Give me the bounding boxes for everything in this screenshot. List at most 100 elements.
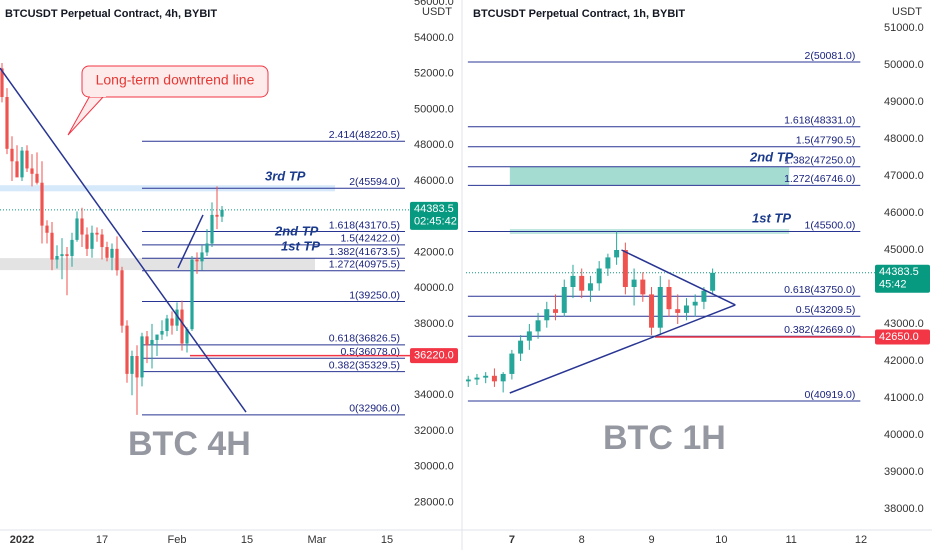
currency-label: USDT <box>892 6 922 18</box>
candle-body <box>65 254 69 256</box>
candle-body <box>70 239 74 256</box>
candle-body <box>657 286 663 328</box>
x-tick-label: 15 <box>241 534 253 546</box>
candle-body <box>649 294 655 328</box>
x-tick-label: 12 <box>855 534 867 546</box>
candle-body <box>75 218 79 240</box>
zone <box>0 258 315 271</box>
candle-body <box>0 68 4 97</box>
candle-body <box>165 318 169 332</box>
candle-body <box>130 356 134 374</box>
y-tick-label: 38000.0 <box>884 503 924 515</box>
candle-body <box>220 209 224 217</box>
x-tick-label: 7 <box>509 534 515 546</box>
candle-body <box>483 375 489 378</box>
y-tick-label: 43000.0 <box>884 318 924 330</box>
fib-level-label: 2.414(48220.5) <box>329 129 400 141</box>
price-label-countdown: 45:42 <box>879 279 907 291</box>
tp-label: 1st TP <box>281 238 320 253</box>
price-label: 44383.5 <box>414 203 454 215</box>
y-tick-label: 38000.0 <box>414 318 454 330</box>
candle-body <box>535 320 541 332</box>
price-label-box <box>410 348 458 364</box>
fib-level-label: 1(45500.0) <box>805 219 856 231</box>
candle-body <box>587 283 593 291</box>
callout-box <box>81 65 269 98</box>
y-tick-label: 34000.0 <box>414 389 454 401</box>
candle-body <box>145 336 149 346</box>
y-tick-label: 30000.0 <box>414 461 454 473</box>
plot-area: 0(40919.0) 0.382(42669.0) 0.5(43209.5) 0.61… <box>466 50 875 402</box>
candle-body <box>544 309 550 321</box>
fib-level-label: 1.618(43170.5) <box>329 219 400 231</box>
candle-body <box>553 309 559 313</box>
candle-body <box>20 150 24 178</box>
candle-body <box>518 340 524 354</box>
watermark-text: BTC 1H <box>603 419 726 457</box>
fib-level-label: 1.5(47790.5) <box>796 135 856 147</box>
candle-body <box>105 247 109 258</box>
y-tick-label: 49000.0 <box>884 96 924 108</box>
fib-level-label: 0(40919.0) <box>805 389 856 401</box>
candle-body <box>135 356 139 378</box>
candle-body <box>10 148 14 162</box>
candle-body <box>180 309 184 344</box>
candle-body <box>45 225 49 233</box>
callout-cover <box>90 94 106 97</box>
y-tick-label: 48000.0 <box>414 139 454 151</box>
fib-level-label: 0.618(36826.5) <box>329 333 400 345</box>
candle-body <box>466 379 471 382</box>
price-label-countdown: 02:45:42 <box>414 216 457 228</box>
candle-body <box>640 279 646 295</box>
candle-body <box>701 290 707 302</box>
candle-body <box>170 318 174 326</box>
tp-label: 2nd TP <box>274 223 319 238</box>
candle-body <box>491 375 497 382</box>
fib-level-label: 1.382(47250.0) <box>784 155 855 167</box>
candle-body <box>474 377 480 380</box>
y-tick-label: 42000.0 <box>414 246 454 258</box>
fib-level-label: 0.382(35329.5) <box>329 359 400 371</box>
y-tick-label: 40000.0 <box>884 429 924 441</box>
trendline <box>177 214 204 269</box>
candle-body <box>35 173 39 183</box>
candle-body <box>125 325 129 374</box>
candle-body <box>5 96 9 149</box>
y-tick-label: 42000.0 <box>884 355 924 367</box>
zone <box>509 166 790 186</box>
candle-body <box>30 168 34 174</box>
fib-level-label: 1.382(41673.5) <box>329 246 400 258</box>
x-tick-label: Mar <box>308 534 327 546</box>
fib-level-label: 0(32906.0) <box>349 403 400 415</box>
y-tick-label: 45000.0 <box>884 244 924 256</box>
candle-body <box>95 232 99 235</box>
y-tick-label: 46000.0 <box>884 207 924 219</box>
candle-body <box>115 248 119 271</box>
y-tick-label: 32000.0 <box>414 425 454 437</box>
candle-body <box>80 218 84 235</box>
x-tick-label: 15 <box>381 534 393 546</box>
candle-body <box>85 234 89 249</box>
x-tick-label: 17 <box>96 534 108 546</box>
candle-body <box>55 255 59 260</box>
candle-body <box>100 234 104 248</box>
candle-body <box>185 329 189 344</box>
watermark-text: BTC 4H <box>128 425 251 463</box>
price-label-box <box>875 264 930 293</box>
candle-body <box>622 249 628 287</box>
candle-body <box>110 248 114 258</box>
y-tick-label: 41000.0 <box>884 392 924 404</box>
candle-body <box>160 331 164 335</box>
trendline <box>509 304 736 394</box>
x-tick-label: 10 <box>715 534 727 546</box>
candle-body <box>215 214 219 217</box>
candle-body <box>140 336 144 378</box>
fib-level-label: 1.618(48331.0) <box>784 115 855 127</box>
tp-label: 2nd TP <box>749 149 794 164</box>
candle-body <box>150 339 154 346</box>
y-tick-label: 46000.0 <box>414 175 454 187</box>
candle-body <box>190 259 194 330</box>
plot-area: 0(32906.0)0.382(35329.5)0.5(36078.0)0.61… <box>0 63 410 416</box>
y-tick-label: 48000.0 <box>884 133 924 145</box>
fib-level-label: 0.5(43209.5) <box>796 304 856 316</box>
